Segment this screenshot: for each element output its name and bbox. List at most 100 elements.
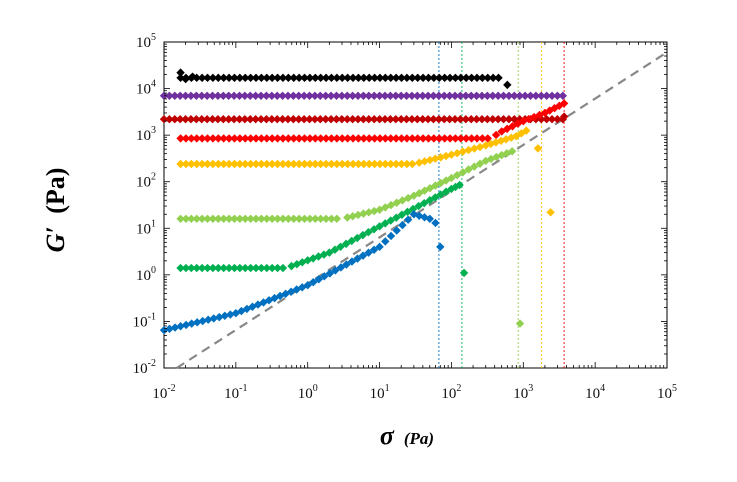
data-point <box>354 134 363 143</box>
data-point <box>558 91 568 100</box>
data-point <box>175 91 185 100</box>
data-point <box>510 91 519 100</box>
reference-line <box>176 51 668 369</box>
data-point <box>397 73 406 83</box>
data-point <box>284 134 293 143</box>
data-point <box>456 91 465 100</box>
data-point <box>466 114 476 124</box>
data-point <box>483 91 492 100</box>
data-point <box>502 149 512 158</box>
data-point <box>423 91 433 100</box>
data-point <box>175 114 185 124</box>
data-point <box>283 91 293 100</box>
data-point <box>192 134 201 143</box>
data-point <box>272 91 282 100</box>
data-point <box>348 159 358 169</box>
data-point <box>231 309 241 318</box>
data-point <box>316 134 325 143</box>
data-point <box>202 91 212 100</box>
data-point <box>524 114 533 124</box>
data-point <box>273 73 282 83</box>
data-point <box>202 114 212 124</box>
data-point <box>483 73 492 83</box>
data-point <box>176 214 185 223</box>
data-point <box>391 91 400 100</box>
data-point <box>445 73 455 83</box>
data-point <box>289 214 298 223</box>
data-point <box>451 73 460 83</box>
data-point <box>481 156 490 166</box>
data-point <box>436 242 445 252</box>
data-point <box>369 245 379 254</box>
data-point <box>413 91 422 100</box>
data-point <box>309 278 318 287</box>
data-point <box>257 214 266 223</box>
data-point <box>375 159 385 169</box>
data-point <box>246 73 255 83</box>
data-point <box>478 73 487 83</box>
data-point <box>364 73 374 83</box>
plot-frame <box>163 41 668 369</box>
data-point <box>327 134 336 143</box>
data-point <box>375 114 384 124</box>
data-point <box>240 91 250 100</box>
data-point <box>423 114 433 124</box>
data-point <box>375 73 385 83</box>
data-point <box>386 231 396 241</box>
data-point <box>415 158 424 167</box>
x-tick-label: 103 <box>513 383 533 402</box>
data-point <box>235 159 245 169</box>
data-point <box>375 222 384 231</box>
data-point <box>331 266 340 275</box>
data-point <box>343 114 352 124</box>
data-point <box>496 136 506 146</box>
data-point <box>403 215 413 224</box>
data-point <box>347 236 356 246</box>
data-point <box>170 114 179 124</box>
data-point <box>359 159 368 169</box>
data-point <box>241 263 250 273</box>
data-point <box>488 73 498 83</box>
data-point <box>219 159 228 169</box>
data-point <box>491 130 501 140</box>
data-point <box>246 114 255 124</box>
data-point <box>181 214 191 223</box>
data-point <box>472 73 482 83</box>
data-point <box>327 214 336 223</box>
data-point <box>251 159 261 169</box>
data-point <box>337 91 347 100</box>
data-point <box>314 275 323 284</box>
data-point <box>278 91 287 100</box>
data-point <box>343 159 352 169</box>
axis-ticks: 10-2 10-1 100 101 102 103 104 105 10-2 10-1 100 101… <box>133 32 677 402</box>
data-point <box>407 114 417 124</box>
data-point <box>472 114 481 124</box>
data-point <box>343 91 352 100</box>
data-point <box>192 318 202 327</box>
data-point <box>289 134 298 143</box>
data-point <box>246 134 255 143</box>
data-point <box>246 263 255 273</box>
data-point <box>391 114 400 124</box>
data-point <box>251 214 261 223</box>
data-point <box>305 73 315 83</box>
data-point <box>262 91 271 100</box>
data-point <box>262 114 271 124</box>
data-point <box>553 114 562 124</box>
y-tick-label: 10-1 <box>133 311 156 330</box>
data-point <box>246 214 255 223</box>
data-point <box>289 114 298 124</box>
data-point <box>226 310 235 319</box>
data-point <box>181 320 191 330</box>
data-point <box>337 114 347 124</box>
data-point <box>289 91 298 100</box>
data-point <box>456 134 466 143</box>
data-point <box>219 73 228 83</box>
data-point <box>294 134 304 143</box>
data-point <box>403 207 412 217</box>
data-point <box>240 114 250 124</box>
data-point <box>170 323 180 332</box>
data-point <box>267 159 277 169</box>
data-point <box>159 325 169 335</box>
